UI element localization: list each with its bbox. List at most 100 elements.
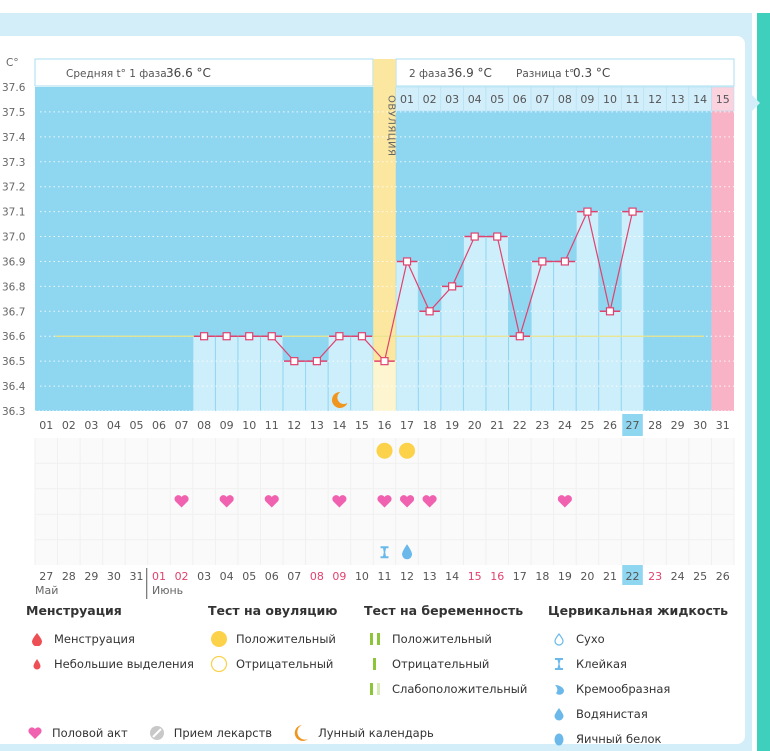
x-tick-label: 26 [603,419,617,432]
calendar-date[interactable]: 18 [535,570,549,583]
calendar-date[interactable]: 21 [603,570,617,583]
x-tick-label: 16 [378,419,392,432]
calendar-date[interactable]: 02 [175,570,189,583]
blood-drop-icon [26,632,48,646]
x-tick-label: 15 [355,419,369,432]
x-tick-label: 07 [175,419,189,432]
legend-item: Отрицательный [208,651,337,676]
sticky-icon [548,657,570,671]
calendar-date[interactable]: 22 [626,570,640,583]
calendar-date[interactable]: 08 [310,570,324,583]
side-panel-tab[interactable] [757,13,770,751]
calendar-date[interactable]: 26 [716,570,730,583]
heart-icon [219,495,234,508]
legend-item: Лунный календарь [290,720,434,745]
calendar-date[interactable]: 15 [468,570,482,583]
x-tick-label: 18 [423,419,437,432]
temperature-point [380,357,389,366]
calendar-date[interactable]: 13 [423,570,437,583]
legend-item: Небольшие выделения [26,651,194,676]
phase2-day-label: 08 [558,93,572,106]
calendar-date[interactable]: 05 [242,570,256,583]
x-tick-label: 04 [107,419,121,432]
calendar-date[interactable]: 16 [490,570,504,583]
temperature-point [402,257,412,266]
small-drop-icon [26,658,48,670]
panel-arrow-icon[interactable] [752,95,760,111]
calendar-date[interactable]: 10 [355,570,369,583]
calendar-date[interactable]: 03 [197,570,211,583]
x-tick-label: 24 [558,419,572,432]
calendar-date[interactable]: 25 [693,570,707,583]
temperature-point [335,332,344,341]
calendar-date[interactable]: 24 [671,570,685,583]
temperature-bar [441,286,463,411]
temperature-point [290,357,299,366]
calendar-date[interactable]: 19 [558,570,572,583]
x-tick-label: 12 [287,419,301,432]
moon-icon [290,724,312,742]
y-tick-label: 36.4 [2,381,26,393]
legend-ovulation-test: Тест на овуляцию Положительный Отрицател… [208,603,337,676]
phase2-day-label: 06 [513,93,527,106]
calendar-date[interactable]: 28 [62,570,76,583]
temperature-point [605,307,615,316]
phase2-day-label: 07 [535,93,549,106]
ovulation-band-lower [373,361,396,411]
x-tick-label: 14 [332,419,346,432]
phase2-day-label: 04 [468,93,482,106]
calendar-date[interactable]: 12 [400,570,414,583]
y-tick-label: 37.5 [2,107,25,119]
calendar-date[interactable]: 29 [84,570,98,583]
y-tick-label: 37.2 [2,182,25,194]
x-tick-label: 31 [716,419,730,432]
phase2-day-cell [711,86,735,112]
calendar-date[interactable]: 04 [220,570,234,583]
calendar-date[interactable]: 01 [152,570,166,583]
watery-drop-icon [548,707,570,721]
temperature-bar [509,336,531,411]
x-tick-label: 20 [468,419,482,432]
y-tick-label: 36.3 [2,406,25,418]
creamy-icon [548,682,570,696]
temperature-point [425,307,434,316]
today-highlight [622,414,643,436]
phase2-label: 2 фаза [409,68,446,80]
heart-icon [557,495,572,508]
x-tick-label: 17 [400,419,414,432]
y-tick-label: 36.5 [2,356,25,368]
calendar-date[interactable]: 17 [513,570,527,583]
calendar-date[interactable]: 09 [332,570,346,583]
x-tick-label: 03 [84,419,98,432]
ovulation-test-positive-icon [376,442,393,459]
y-tick-label: 37.0 [2,232,25,244]
calendar-date[interactable]: 07 [287,570,301,583]
calendar-date[interactable]: 11 [378,570,392,583]
phase2-day-label: 15 [716,93,730,106]
faint-line-icon [364,682,386,696]
calendar-date[interactable]: 14 [445,570,459,583]
calendar-date[interactable]: 06 [265,570,279,583]
phase1-label: Средняя t° 1 фаза [66,68,167,80]
calendar-date[interactable]: 23 [648,570,662,583]
phase2-day-label: 01 [400,93,414,106]
calendar-date[interactable]: 30 [107,570,121,583]
phase2-day-label: 03 [445,93,459,106]
legend-title: Тест на овуляцию [208,603,338,618]
period-band [711,87,734,411]
legend-item: Положительный [208,626,337,651]
heart-icon [422,495,437,508]
egg-white-icon [548,732,570,746]
calendar-date[interactable]: 31 [129,570,143,583]
calendar-today-highlight [622,565,643,585]
calendar-date[interactable]: 27 [39,570,53,583]
temperature-point [245,332,254,341]
phase2-day-label: 12 [648,93,662,106]
marker-grid: 27 28 29 30 31 01 02 03 04 05 06 07 08 09 10 11 12 13 14 15… [34,438,735,599]
empty-circle-icon [208,655,230,673]
temperature-point [493,232,502,241]
temperature-bar [576,211,599,411]
x-tick-label: 13 [310,419,324,432]
temperature-bar [621,211,644,411]
calendar-date[interactable]: 20 [580,570,594,583]
